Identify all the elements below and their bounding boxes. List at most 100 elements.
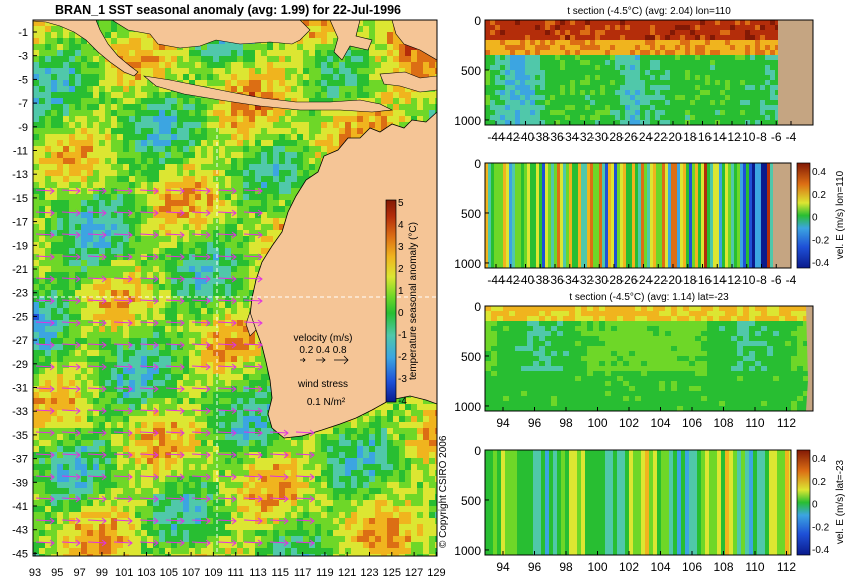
sst-cell <box>33 218 39 224</box>
sst-cell <box>333 62 339 68</box>
sst-cell <box>231 260 237 266</box>
sst-cell <box>123 314 129 320</box>
sst-cell <box>129 92 135 98</box>
sst-cell <box>339 440 345 446</box>
sst-cell <box>123 260 129 266</box>
sst-cell <box>123 368 129 374</box>
sst-cell <box>219 398 225 404</box>
sst-cell <box>69 266 75 272</box>
sst-cell <box>165 188 171 194</box>
sst-cell <box>213 158 219 164</box>
sst-cell <box>429 428 435 434</box>
sst-cell <box>165 200 171 206</box>
sst-cell <box>183 308 189 314</box>
sst-cell <box>213 176 219 182</box>
sst-cell <box>183 92 189 98</box>
sst-cell <box>357 128 363 134</box>
sst-cell <box>321 128 327 134</box>
sst-cell <box>45 218 51 224</box>
sst-cell <box>141 440 147 446</box>
sst-cell <box>201 50 207 56</box>
sst-cell <box>225 260 231 266</box>
sst-cell <box>111 374 117 380</box>
sst-cell <box>291 122 297 128</box>
sst-cell <box>375 116 381 122</box>
sst-cell <box>237 350 243 356</box>
sst-cell <box>159 260 165 266</box>
sst-cell <box>171 56 177 62</box>
sst-cell <box>45 92 51 98</box>
sst-cell <box>105 392 111 398</box>
sst-cell <box>81 206 87 212</box>
sst-cell <box>189 230 195 236</box>
sst-cell <box>165 218 171 224</box>
sst-cell <box>351 434 357 440</box>
sst-cell <box>225 356 231 362</box>
sst-cell <box>147 296 153 302</box>
sst-cell <box>405 86 411 92</box>
sst-cell <box>75 200 81 206</box>
sst-cell <box>195 386 201 392</box>
sst-cell <box>189 368 195 374</box>
sst-cell <box>267 230 273 236</box>
sst-cell <box>213 326 219 332</box>
sst-cell <box>171 272 177 278</box>
sst-cell <box>183 272 189 278</box>
sst-cell <box>231 356 237 362</box>
sst-cell <box>213 110 219 116</box>
sst-cell <box>99 110 105 116</box>
sst-cell <box>345 428 351 434</box>
sst-cell <box>33 284 39 290</box>
sst-cell <box>45 302 51 308</box>
sst-cell <box>129 374 135 380</box>
sst-cell <box>291 98 297 104</box>
sst-cell <box>63 434 69 440</box>
sst-cell <box>99 248 105 254</box>
sst-cell <box>171 98 177 104</box>
sst-cell <box>87 308 93 314</box>
sst-cell <box>39 260 45 266</box>
sst-cell <box>33 194 39 200</box>
sst-cell <box>327 140 333 146</box>
sst-cell <box>99 200 105 206</box>
sst-cell <box>213 248 219 254</box>
sst-cell <box>153 224 159 230</box>
sst-cell <box>69 176 75 182</box>
sst-cell <box>255 434 261 440</box>
sst-cell <box>357 446 363 452</box>
sst-cell <box>159 386 165 392</box>
sst-cell <box>207 218 213 224</box>
sst-cell <box>123 344 129 350</box>
sst-cell <box>117 122 123 128</box>
sst-cell <box>429 422 435 428</box>
sst-cell <box>141 236 147 242</box>
sst-cell <box>87 212 93 218</box>
sst-cell <box>249 392 255 398</box>
sst-cell <box>213 278 219 284</box>
sst-cell <box>69 182 75 188</box>
sst-cell <box>135 62 141 68</box>
sst-cell <box>243 104 249 110</box>
sst-cell <box>207 146 213 152</box>
sst-cell <box>81 458 87 464</box>
sst-cell <box>93 266 99 272</box>
sst-cell <box>213 374 219 380</box>
sst-cell <box>171 398 177 404</box>
sst-cell <box>81 398 87 404</box>
sst-cell <box>189 218 195 224</box>
sst-cell <box>129 86 135 92</box>
sst-cell <box>183 158 189 164</box>
sst-cell <box>159 332 165 338</box>
sst-cell <box>219 344 225 350</box>
sst-cell <box>57 338 63 344</box>
sst-cell <box>285 206 291 212</box>
sst-cell <box>51 350 57 356</box>
sst-cell <box>99 428 105 434</box>
sst-cell <box>45 128 51 134</box>
sst-cell <box>93 134 99 140</box>
sst-cell <box>183 110 189 116</box>
sst-cell <box>255 68 261 74</box>
sst-cell <box>387 110 393 116</box>
sst-cell <box>129 368 135 374</box>
sst-cell <box>255 194 261 200</box>
